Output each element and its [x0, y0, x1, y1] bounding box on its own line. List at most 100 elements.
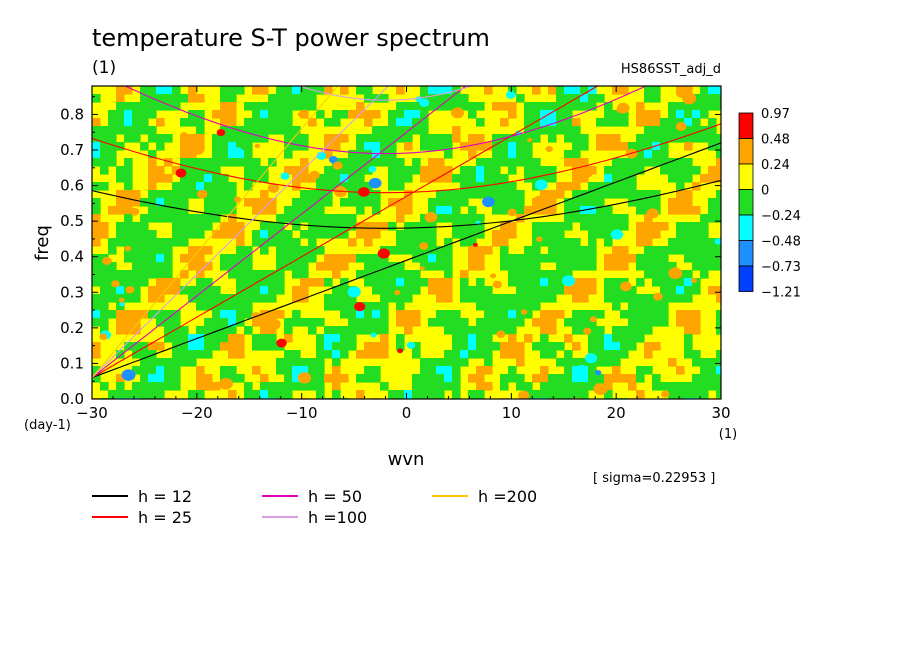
colorbar-label: −0.24: [761, 209, 801, 224]
heatmap-cell: [460, 230, 469, 239]
heatmap-cell: [636, 334, 645, 343]
heatmap-cell: [708, 126, 717, 135]
heatmap-cell: [468, 238, 477, 247]
heatmap-cell: [532, 238, 541, 247]
heatmap-cell: [364, 86, 373, 95]
heatmap-cell: [580, 102, 589, 111]
heatmap-cell: [572, 190, 581, 199]
heatmap-cell: [188, 230, 197, 239]
heatmap-cell: [548, 126, 557, 135]
heatmap-cell: [324, 142, 333, 151]
heatmap-cell: [284, 374, 293, 383]
heatmap-cell: [316, 190, 325, 199]
heatmap-cell: [252, 366, 261, 375]
heatmap-cell: [292, 310, 301, 319]
heatmap-cell: [508, 190, 517, 199]
heatmap-cell: [444, 142, 453, 151]
heatmap-cell: [420, 142, 429, 151]
heatmap-cell: [196, 334, 205, 343]
heatmap-spot: [197, 189, 208, 199]
heatmap-cell: [532, 294, 541, 303]
heatmap-cell: [132, 278, 141, 287]
heatmap-cell: [236, 262, 245, 271]
heatmap-cell: [588, 310, 597, 319]
heatmap-cell: [452, 310, 461, 319]
heatmap-cell: [236, 270, 245, 279]
heatmap-cell: [508, 86, 517, 95]
heatmap-cell: [268, 94, 277, 103]
heatmap-cell: [652, 262, 661, 271]
heatmap-cell: [412, 278, 421, 287]
heatmap-cell: [372, 190, 381, 199]
heatmap-cell: [204, 326, 213, 335]
heatmap-cell: [548, 222, 557, 231]
heatmap-cell: [236, 222, 245, 231]
heatmap-cell: [172, 374, 181, 383]
heatmap-cell: [460, 190, 469, 199]
heatmap-cell: [508, 230, 517, 239]
heatmap-cell: [140, 102, 149, 111]
heatmap-cell: [636, 110, 645, 119]
heatmap-cell: [492, 102, 501, 111]
dispersion-curves: [92, 86, 721, 379]
heatmap-cell: [652, 302, 661, 311]
heatmap-cell: [396, 342, 405, 351]
heatmap-cell: [148, 238, 157, 247]
heatmap-cell: [100, 182, 109, 191]
heatmap-cell: [188, 158, 197, 167]
heatmap-cell: [420, 382, 429, 391]
heatmap-cell: [220, 174, 229, 183]
heatmap-cell: [556, 126, 565, 135]
heatmap-cell: [92, 318, 101, 327]
heatmap-spot: [235, 235, 245, 243]
heatmap-cell: [108, 206, 117, 215]
heatmap-cell: [708, 206, 717, 215]
heatmap-cell: [548, 310, 557, 319]
heatmap-cell: [204, 246, 213, 255]
heatmap-cell: [484, 294, 493, 303]
heatmap-cell: [444, 198, 453, 207]
heatmap-cell: [444, 254, 453, 263]
heatmap-cell: [628, 318, 637, 327]
heatmap-cell: [180, 150, 189, 159]
heatmap-cell: [460, 286, 469, 295]
heatmap-cell: [212, 334, 221, 343]
x-tick-label: −20: [181, 404, 213, 422]
heatmap-cell: [700, 94, 709, 103]
heatmap-cell: [308, 358, 317, 367]
heatmap-cell: [308, 94, 317, 103]
heatmap-cell: [652, 86, 661, 95]
heatmap-cell: [468, 246, 477, 255]
heatmap-cell: [372, 222, 381, 231]
heatmap-cell: [708, 174, 717, 183]
heatmap-cell: [380, 334, 389, 343]
heatmap-cell: [164, 382, 173, 391]
heatmap-cell: [132, 126, 141, 135]
heatmap-cell: [172, 222, 181, 231]
legend-item: h = 12: [92, 487, 192, 506]
heatmap-cell: [180, 286, 189, 295]
heatmap-cell: [252, 102, 261, 111]
heatmap-cell: [180, 342, 189, 351]
heatmap-cell: [532, 278, 541, 287]
heatmap-cell: [396, 230, 405, 239]
heatmap-cell: [596, 230, 605, 239]
heatmap-cell: [548, 246, 557, 255]
heatmap-cell: [428, 374, 437, 383]
heatmap-cell: [588, 86, 597, 95]
heatmap-cell: [196, 390, 205, 399]
heatmap-cell: [380, 222, 389, 231]
colorbar-label: −0.73: [761, 260, 801, 275]
heatmap-cell: [356, 142, 365, 151]
heatmap-cell: [524, 166, 533, 175]
heatmap-cell: [636, 158, 645, 167]
heatmap-cell: [156, 238, 165, 247]
heatmap-cell: [244, 302, 253, 311]
heatmap-cell: [372, 262, 381, 271]
heatmap-cell: [268, 294, 277, 303]
colorbar-label: −1.21: [761, 286, 801, 301]
heatmap-cell: [404, 206, 413, 215]
heatmap-cell: [484, 318, 493, 327]
heatmap-cell: [548, 238, 557, 247]
heatmap-cell: [372, 326, 381, 335]
